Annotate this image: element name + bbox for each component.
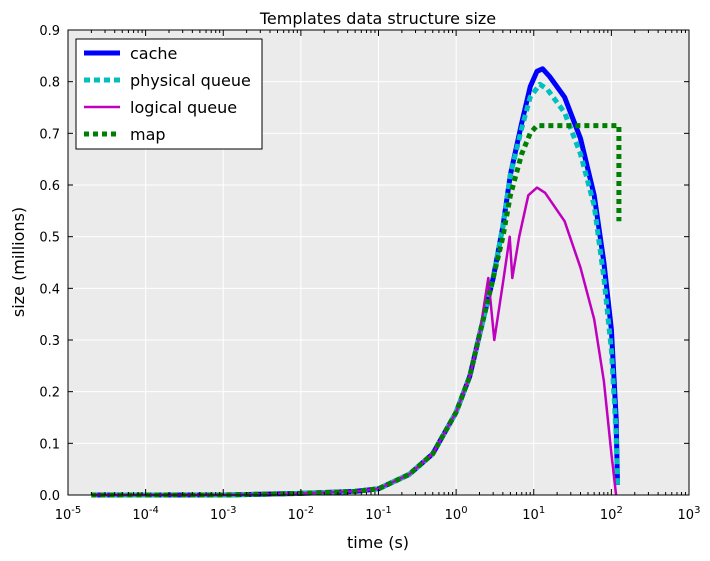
series-layer [91,66,622,498]
x-tick-label: 100 [445,505,468,523]
y-tick-label: 0.5 [39,231,60,246]
y-tick-label: 0.6 [39,179,60,194]
x-axis-label: time (s) [347,533,409,552]
x-tick-label: 10-4 [132,505,159,523]
x-tick-label: 10-3 [210,505,237,523]
plot-frame [67,29,690,496]
y-axis-label: size (millions) [9,207,28,317]
x-tick-label: 10-5 [55,505,82,523]
y-tick-label: 0.7 [39,127,60,142]
series-line-logical-queue [91,186,618,497]
x-tick-label: 10-1 [365,505,392,523]
x-tick-label: 102 [600,505,623,523]
legend-label: cache [130,44,177,63]
legend-box [75,38,263,150]
legend-label: map [130,125,166,144]
y-tick-label: 0.9 [39,24,60,39]
y-tick-label: 0.4 [39,282,60,297]
x-tick-label: 101 [522,505,545,523]
legend: cache physical queue logical queue map [75,38,263,150]
series-line-map [91,123,622,498]
legend-label: logical queue [130,98,237,117]
chart-title: Templates data structure size [259,9,496,28]
y-tick-label: 0.3 [39,334,60,349]
y-tick-label: 0.1 [39,437,60,452]
y-tick-label: 0.0 [39,489,60,504]
ticks: 0.0 0.1 0.2 0.3 0.4 0.5 0.6 0.7 0.8 0.9 10-5 10-4 10… [39,24,700,523]
y-tick-label: 0.2 [39,386,60,401]
x-tick-label: 103 [678,505,701,523]
x-tick-label: 10-2 [288,505,315,523]
legend-label: physical queue [130,71,251,90]
y-tick-label: 0.8 [39,76,60,91]
